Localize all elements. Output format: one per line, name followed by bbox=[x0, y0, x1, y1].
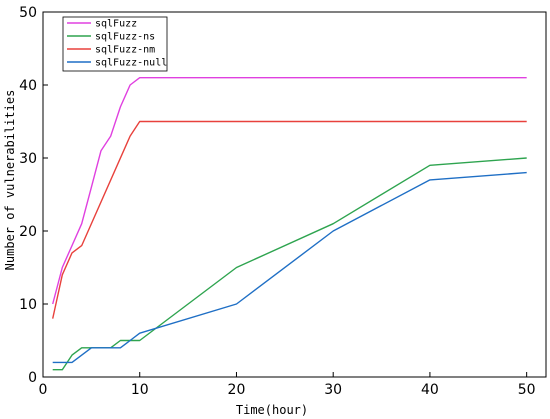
legend-label-sqlFuzz-ns: sqlFuzz-ns bbox=[95, 32, 155, 43]
x-tick-label-4: 40 bbox=[421, 382, 439, 398]
axis-ticks: 0 10 20 30 40 50 0 10 20 30 40 50 bbox=[19, 5, 535, 398]
series-line-sqlFuzz-null bbox=[52, 171, 527, 364]
x-tick-label-2: 20 bbox=[228, 382, 246, 398]
x-tick-label-3: 30 bbox=[324, 382, 342, 398]
x-tick-label-5: 50 bbox=[518, 382, 536, 398]
legend-label-sqlFuzz: sqlFuzz bbox=[95, 19, 137, 30]
x-tick-label-1: 10 bbox=[131, 382, 149, 398]
series-line-sqlFuzz bbox=[52, 76, 527, 305]
plot-frame bbox=[42, 11, 547, 378]
y-axis-label: Number of vulnerabilities bbox=[3, 90, 17, 271]
x-axis-label: Time(hour) bbox=[236, 403, 308, 417]
legend-label-sqlFuzz-nm: sqlFuzz-nm bbox=[95, 45, 155, 56]
y-tick-label-1: 10 bbox=[19, 297, 37, 313]
legend: sqlFuzz sqlFuzz-ns sqlFuzz-nm sqlFuzz-null bbox=[62, 16, 168, 72]
series-lines bbox=[52, 76, 527, 371]
legend-label-sqlFuzz-null: sqlFuzz-null bbox=[95, 58, 167, 69]
y-tick-label-2: 20 bbox=[19, 224, 37, 240]
series-line-sqlFuzz-ns bbox=[52, 157, 527, 371]
series-line-sqlFuzz-nm bbox=[52, 120, 527, 319]
x-tick-label-0: 0 bbox=[39, 382, 48, 398]
y-tick-label-3: 30 bbox=[19, 151, 37, 167]
y-tick-label-0: 0 bbox=[28, 370, 37, 386]
y-tick-label-4: 40 bbox=[19, 78, 37, 94]
y-tick-label-5: 50 bbox=[19, 5, 37, 21]
